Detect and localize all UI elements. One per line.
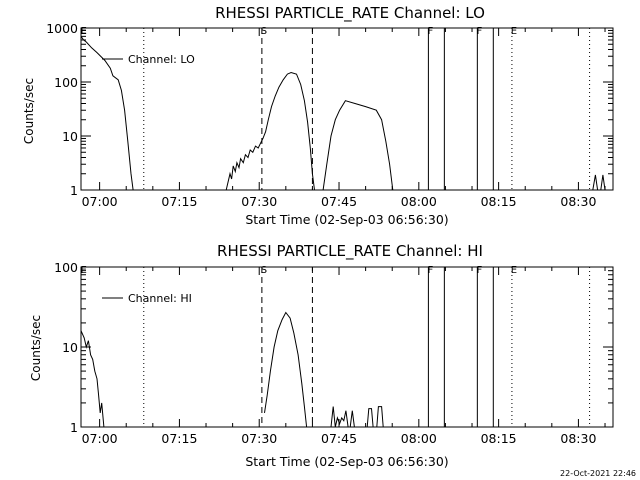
x-tick-label: 08:00 [401,194,437,209]
event-label: E [511,265,517,276]
axes: 07:00 07:15 07:30 07:45 08:00 08:15 08:30 1 10 10… [54,260,614,446]
footer-timestamp: 22-Oct-2021 22:46 [560,469,636,478]
event-label: E [80,26,86,37]
legend: Channel: LO [102,53,195,66]
legend: Channel: HI [102,292,192,305]
x-tick-label: 07:45 [321,431,357,446]
plot-frame [80,27,614,191]
series-line [322,100,394,191]
y-axis-label: Counts/sec [29,315,43,381]
series-line [330,406,349,428]
series-line [376,406,384,428]
x-tick-label: 07:15 [161,431,197,446]
y-tick-label: 100 [54,75,78,90]
event-label: S [261,265,267,276]
x-tick-label: 08:30 [560,431,596,446]
x-tick-label: 07:30 [241,194,277,209]
series-line [225,71,315,191]
series-line [349,410,355,428]
x-tick-label: 07:00 [82,194,118,209]
x-axis-label: Start Time (02-Sep-03 06:56:30) [245,454,448,469]
event-label: F [428,265,434,276]
x-tick-label: 07:00 [82,431,118,446]
y-tick-label: 10 [62,129,78,144]
panel-hi: RHESSI PARTICLE_RATE Channel: HI Counts/… [29,242,614,469]
x-tick-label: 07:45 [321,194,357,209]
event-label: F [428,26,434,37]
y-tick-label: 10 [62,340,78,355]
x-tick-label: 08:15 [481,431,517,446]
data-series [80,311,384,428]
chart-title: RHESSI PARTICLE_RATE Channel: HI [217,242,483,261]
legend-label: Channel: LO [128,53,195,66]
x-tick-label: 08:00 [401,431,437,446]
x-tick-label: 07:15 [161,194,197,209]
y-axis-label: Counts/sec [22,78,36,144]
series-line [80,36,134,191]
event-label: F [476,26,482,37]
event-label: E [511,26,517,37]
y-tick-label: 1 [70,183,78,198]
series-line [366,408,374,428]
y-tick-label: 1 [70,420,78,435]
series-line [264,311,308,428]
x-tick-label: 08:15 [481,194,517,209]
chart-title: RHESSI PARTICLE_RATE Channel: LO [215,4,485,23]
panel-lo: RHESSI PARTICLE_RATE Channel: LO Counts/… [22,4,614,227]
event-label: S [261,26,267,37]
axes: 07:00 07:15 07:30 07:45 08:00 08:15 08:30 1 10 10… [46,21,614,209]
x-axis-label: Start Time (02-Sep-03 06:56:30) [245,212,448,227]
y-tick-label: 100 [54,260,78,275]
x-tick-label: 07:30 [241,431,277,446]
event-label: F [476,265,482,276]
legend-label: Channel: HI [128,292,192,305]
x-tick-label: 08:30 [560,194,596,209]
series-line [80,330,105,428]
y-tick-label: 1000 [46,21,78,36]
